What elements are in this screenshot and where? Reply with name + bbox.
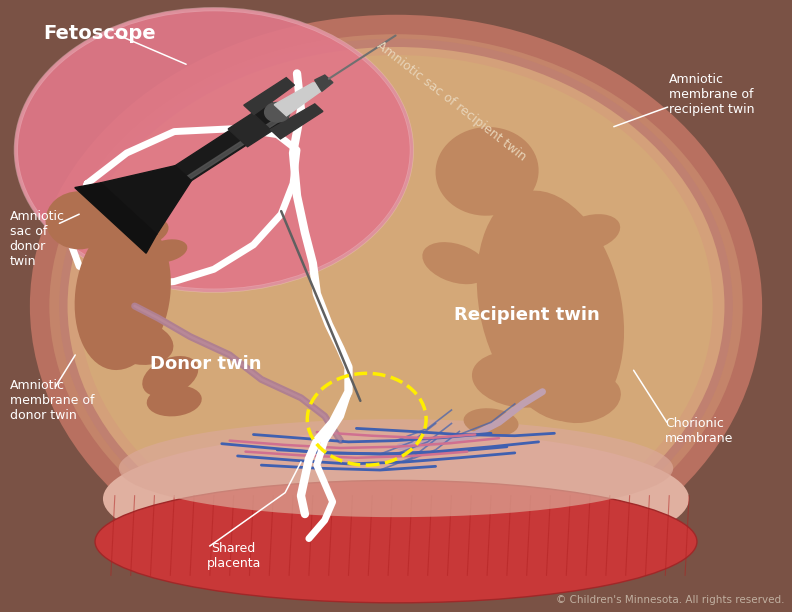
Ellipse shape	[422, 242, 489, 284]
Ellipse shape	[63, 43, 729, 569]
Ellipse shape	[95, 480, 697, 603]
Polygon shape	[139, 103, 288, 204]
Text: Fetoscope: Fetoscope	[44, 24, 156, 43]
Ellipse shape	[147, 386, 202, 416]
Polygon shape	[101, 166, 192, 234]
Ellipse shape	[79, 55, 713, 557]
Polygon shape	[169, 118, 281, 191]
Ellipse shape	[124, 218, 169, 247]
Ellipse shape	[463, 408, 519, 436]
Ellipse shape	[436, 127, 539, 215]
Ellipse shape	[560, 214, 620, 251]
Polygon shape	[314, 75, 333, 91]
Ellipse shape	[143, 356, 198, 397]
Text: © Children's Minnesota. All rights reserved.: © Children's Minnesota. All rights reser…	[555, 595, 784, 605]
Text: Donor twin: Donor twin	[150, 355, 261, 373]
Polygon shape	[74, 183, 157, 253]
Ellipse shape	[74, 217, 171, 370]
Text: Amniotic
membrane of
recipient twin: Amniotic membrane of recipient twin	[669, 73, 755, 116]
Polygon shape	[270, 104, 323, 139]
Ellipse shape	[104, 321, 173, 365]
Ellipse shape	[543, 373, 621, 423]
Ellipse shape	[16, 9, 412, 291]
Text: Amniotic sac of recipient twin: Amniotic sac of recipient twin	[374, 39, 529, 163]
Ellipse shape	[145, 239, 188, 263]
Circle shape	[265, 102, 290, 122]
Polygon shape	[274, 83, 333, 116]
Text: Amniotic
membrane of
donor twin: Amniotic membrane of donor twin	[10, 379, 94, 422]
Polygon shape	[244, 78, 295, 114]
Ellipse shape	[477, 190, 624, 422]
Ellipse shape	[103, 431, 689, 566]
Text: Recipient twin: Recipient twin	[454, 306, 600, 324]
Ellipse shape	[119, 419, 673, 517]
Ellipse shape	[45, 192, 112, 250]
Text: Shared
placenta: Shared placenta	[207, 542, 261, 570]
Ellipse shape	[40, 24, 752, 588]
Text: Amniotic
sac of
donor
twin: Amniotic sac of donor twin	[10, 210, 64, 267]
Ellipse shape	[472, 351, 565, 408]
Text: Chorionic
membrane: Chorionic membrane	[665, 417, 733, 446]
Polygon shape	[228, 113, 272, 147]
